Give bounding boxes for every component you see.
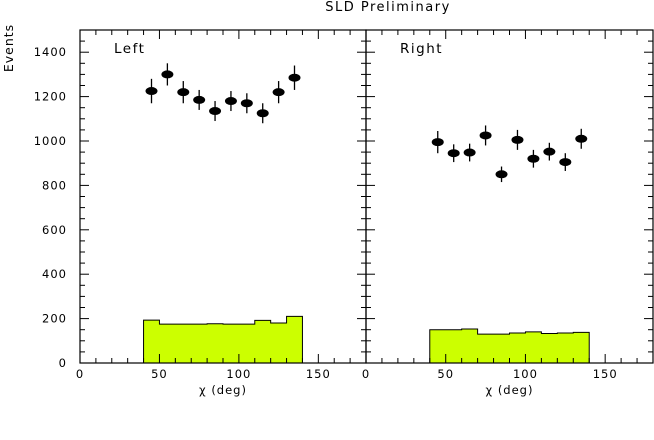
- data-point: [256, 109, 269, 118]
- histogram-bar: [254, 320, 271, 363]
- x-tick-label: 0: [76, 367, 84, 381]
- x-tick-label: 100: [226, 367, 251, 381]
- x-tick-label: 50: [151, 367, 168, 381]
- data-point: [193, 95, 206, 104]
- data-point: [495, 170, 508, 179]
- panel-frame: [365, 29, 654, 364]
- histogram-bar: [286, 316, 303, 363]
- data-point: [209, 107, 222, 116]
- data-point: [479, 131, 492, 140]
- data-point: [463, 148, 476, 157]
- histogram-bar: [159, 324, 176, 363]
- histogram-bar: [557, 333, 574, 363]
- chart-title: SLD Preliminary: [325, 0, 451, 15]
- histogram-bar: [525, 331, 542, 363]
- histogram-bar: [143, 320, 160, 363]
- y-axis-label: Events: [1, 24, 16, 72]
- histogram-outline: [429, 328, 590, 363]
- data-point: [177, 88, 190, 97]
- data-point: [559, 158, 572, 167]
- data-point: [543, 147, 556, 156]
- data-point: [161, 70, 174, 79]
- x-tick-label: 100: [513, 367, 538, 381]
- data-point: [527, 154, 540, 163]
- x-axis-label: χ (deg): [199, 383, 247, 397]
- histogram-bar: [429, 329, 446, 363]
- panel-left: 0 50 100 150 0 200 400 600 800 1000 1200 1400 Left χ …: [34, 29, 367, 397]
- histogram-bar: [175, 324, 192, 363]
- histogram-bar: [493, 334, 510, 363]
- x-axis-label: χ (deg): [486, 383, 534, 397]
- data-point: [240, 99, 253, 108]
- y-tick-label: 200: [42, 312, 67, 326]
- data-point: [575, 134, 588, 143]
- histogram-bar: [207, 323, 223, 363]
- panel-frame: [79, 29, 367, 364]
- histogram-outline: [143, 315, 303, 363]
- histogram-bar: [223, 324, 239, 363]
- data-point: [431, 138, 444, 147]
- data-point: [145, 87, 158, 96]
- data-point: [224, 97, 237, 106]
- histogram-bar: [541, 333, 558, 363]
- panel-label: Left: [114, 41, 145, 57]
- histogram-bar: [238, 324, 255, 363]
- x-tick-label: 50: [437, 367, 454, 381]
- histogram-bar: [477, 334, 494, 363]
- y-tick-label: 800: [42, 178, 67, 192]
- x-tick-label: 0: [362, 367, 370, 381]
- y-tick-label: 1400: [34, 45, 67, 59]
- data-point: [447, 149, 460, 158]
- histogram-bar: [461, 329, 478, 363]
- panel-label: Right: [400, 41, 443, 57]
- x-tick-label: 150: [593, 367, 618, 381]
- data-point: [272, 88, 285, 97]
- histogram-bar: [573, 332, 590, 363]
- histogram-bar: [191, 324, 208, 363]
- y-tick-label: 0: [59, 356, 67, 370]
- panel-right: 0 50 100 150 Right χ (deg): [362, 29, 654, 397]
- data-point: [511, 135, 524, 144]
- histogram-bar: [509, 333, 526, 363]
- x-tick-label: 150: [306, 367, 331, 381]
- data-point: [288, 73, 301, 82]
- y-tick-label: 400: [42, 267, 67, 281]
- y-tick-label: 1000: [34, 134, 67, 148]
- histogram-bar: [270, 323, 287, 363]
- histogram-bar: [445, 329, 462, 363]
- y-tick-label: 1200: [34, 90, 67, 104]
- y-tick-label: 600: [42, 223, 67, 237]
